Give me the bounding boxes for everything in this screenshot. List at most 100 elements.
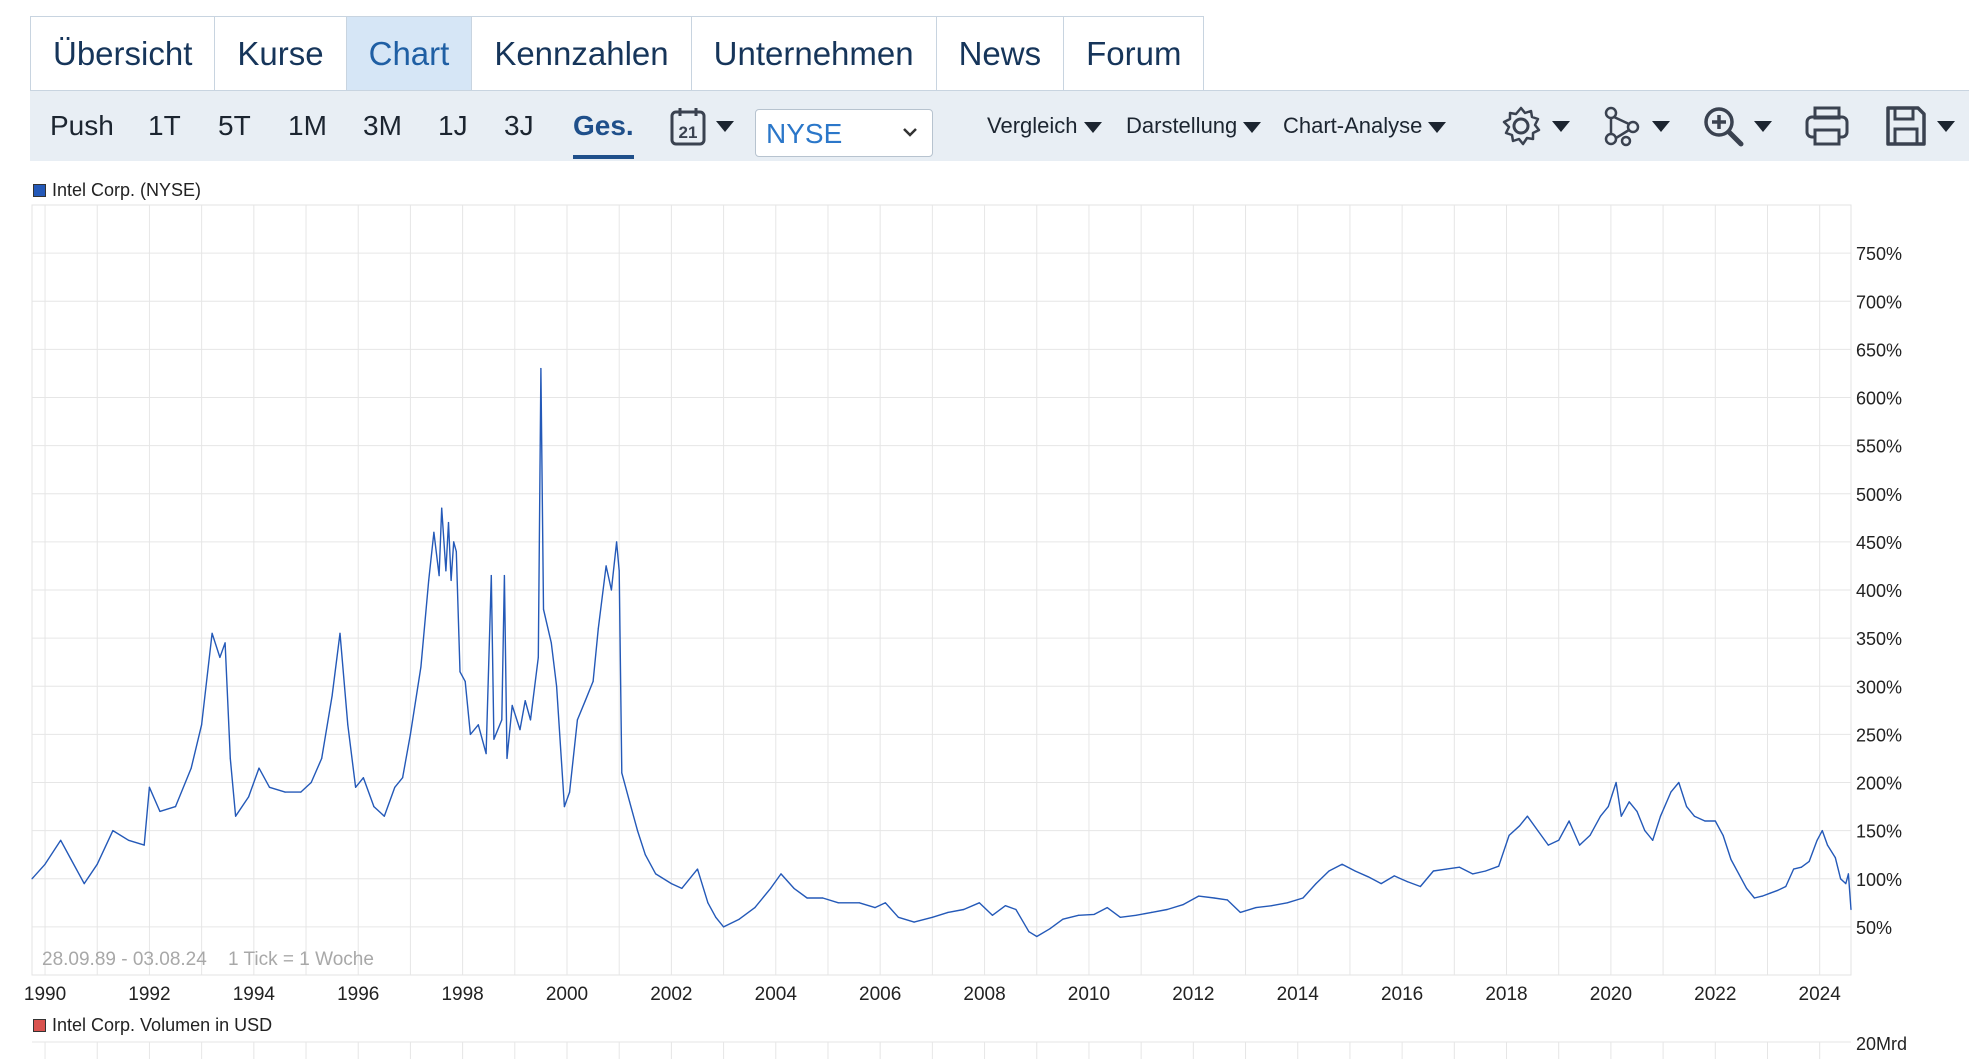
price-data-point: [459, 671, 461, 673]
range-5t[interactable]: 5T: [218, 110, 251, 141]
print-button[interactable]: [1805, 103, 1849, 149]
x-tick-label: 2006: [859, 984, 901, 1005]
price-data-point: [636, 830, 639, 832]
price-data-point: [1845, 883, 1847, 885]
range-3m[interactable]: 3M: [363, 110, 402, 141]
settings-button[interactable]: [1500, 103, 1570, 149]
chevron-down-icon: [1754, 120, 1772, 132]
tab-news[interactable]: News: [937, 17, 1065, 91]
price-data-point: [537, 656, 539, 659]
price-data-point: [464, 680, 466, 683]
price-data-point: [1670, 791, 1672, 793]
price-data-point: [770, 887, 772, 890]
price-data-point: [621, 772, 623, 774]
price-data-point: [569, 791, 571, 793]
price-data-point: [190, 767, 192, 769]
price-data-point: [1380, 883, 1382, 885]
range-3j[interactable]: 3J: [504, 110, 534, 141]
price-data-point: [1840, 878, 1842, 880]
tab-uebersicht[interactable]: Übersicht: [31, 17, 216, 91]
price-data-point: [556, 685, 558, 687]
price-data-point: [519, 729, 521, 731]
price-data-point: [1714, 820, 1716, 822]
price-data-point: [284, 791, 286, 793]
price-data-point: [1793, 868, 1795, 870]
price-legend: Intel Corp. (NYSE): [33, 180, 201, 201]
save-button[interactable]: [1885, 103, 1955, 149]
price-data-point: [1015, 908, 1017, 911]
price-data-point: [1636, 810, 1638, 813]
price-data-point: [1406, 881, 1408, 883]
x-tick-label: 1990: [24, 984, 66, 1005]
price-data-point: [1135, 914, 1137, 916]
price-data-point: [362, 777, 364, 779]
price-data-point: [112, 830, 114, 832]
x-tick-label: 2008: [963, 984, 1005, 1005]
range-push[interactable]: Push: [50, 110, 114, 141]
price-data-point: [1821, 830, 1823, 832]
tab-kurse[interactable]: Kurse: [215, 17, 347, 91]
x-tick-label: 2012: [1172, 984, 1214, 1005]
x-tick-label: 2014: [1277, 984, 1320, 1005]
zoom-in-icon: [1704, 107, 1744, 147]
y-tick-label: 300%: [1856, 677, 1902, 697]
indicators-button[interactable]: [1602, 103, 1670, 149]
price-data-point: [1166, 908, 1168, 911]
tab-forum[interactable]: Forum: [1086, 35, 1182, 72]
price-data-point: [1686, 806, 1688, 808]
display-menu[interactable]: Darstellung: [1126, 91, 1262, 161]
exchange-select[interactable]: NYSE: [755, 109, 933, 157]
analysis-menu[interactable]: Chart-Analyse: [1283, 91, 1447, 161]
price-data-point: [339, 632, 341, 634]
nodes-icon: [1604, 106, 1640, 147]
chevron-down-icon: [716, 120, 734, 132]
price-data-point: [1704, 820, 1706, 822]
tab-chart[interactable]: Chart: [346, 17, 473, 105]
range-1j[interactable]: 1J: [438, 110, 468, 141]
price-data-point: [978, 902, 980, 904]
price-data-point: [394, 786, 396, 788]
price-data-point: [268, 786, 271, 788]
price-data-point: [60, 839, 62, 841]
price-data-point: [897, 916, 900, 918]
price-data-point: [455, 550, 457, 553]
price-data-point: [629, 801, 631, 803]
zoom-button[interactable]: [1702, 103, 1772, 149]
calendar-button[interactable]: 21: [670, 103, 734, 149]
y-tick-label: 450%: [1856, 533, 1902, 553]
price-data-point: [822, 897, 824, 899]
price-data-point: [1761, 895, 1763, 897]
price-data-point: [1599, 815, 1602, 817]
y-tick-label: 750%: [1856, 244, 1902, 264]
price-data-point: [1847, 873, 1849, 875]
price-data-point: [931, 916, 934, 918]
tab-unternehmen[interactable]: Unternehmen: [692, 17, 937, 91]
price-data-point: [715, 916, 717, 918]
x-tick-label: 2018: [1485, 984, 1527, 1005]
price-data-point: [1341, 863, 1343, 865]
price-data-point: [780, 873, 782, 875]
tab-kennzahlen[interactable]: Kennzahlen: [472, 17, 692, 91]
compare-menu[interactable]: Vergleich: [987, 91, 1102, 161]
price-data-point: [174, 806, 177, 808]
range-ges[interactable]: Ges.: [573, 91, 634, 161]
price-data-point: [1816, 839, 1818, 841]
legend-swatch: [33, 1019, 46, 1032]
range-1t[interactable]: 1T: [148, 110, 181, 141]
price-data-point: [148, 786, 150, 788]
legend-label: Intel Corp. (NYSE): [52, 180, 202, 200]
price-data-point: [1738, 873, 1740, 875]
price-data-point: [428, 579, 430, 582]
price-data-point: [1106, 907, 1108, 909]
price-data-point: [433, 531, 435, 533]
y-tick-label: 600%: [1856, 389, 1902, 409]
price-data-point: [1526, 815, 1528, 817]
price-data-point: [1652, 839, 1654, 841]
print-icon: [1805, 106, 1849, 146]
price-data-point: [96, 863, 98, 865]
x-tick-label: 2002: [650, 984, 692, 1005]
range-1m[interactable]: 1M: [288, 110, 327, 141]
x-tick-label: 1996: [337, 984, 379, 1005]
save-icon: [1886, 106, 1926, 146]
